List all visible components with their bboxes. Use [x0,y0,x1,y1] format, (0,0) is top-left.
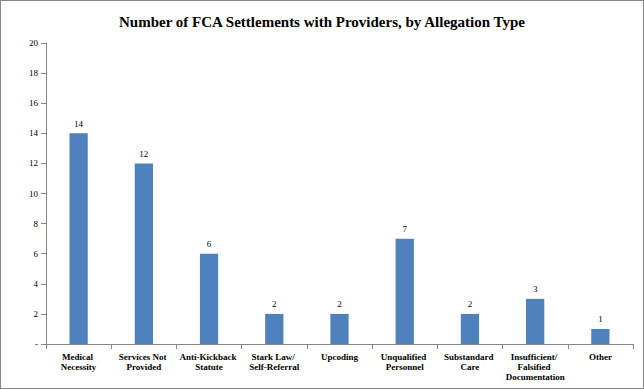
svg-text:Upcoding: Upcoding [321,352,359,362]
svg-text:Medical: Medical [62,352,95,362]
svg-text:20: 20 [29,38,39,48]
svg-text:7: 7 [402,224,407,234]
svg-text:Provided: Provided [126,362,161,372]
svg-text:Personnel: Personnel [386,362,424,372]
svg-text:12: 12 [139,149,148,159]
svg-text:6: 6 [207,239,212,249]
svg-text:Substandard: Substandard [444,352,496,362]
svg-text:Insufficient/: Insufficient/ [511,352,560,362]
svg-text:1: 1 [598,314,603,324]
svg-text:Other: Other [589,352,612,362]
svg-text:Stark Law/: Stark Law/ [252,352,298,362]
svg-text:Services Not: Services Not [119,352,169,362]
svg-text:Anti-Kickback: Anti-Kickback [179,352,238,362]
svg-text:4: 4 [34,279,39,289]
svg-text:Care: Care [461,362,480,372]
svg-text:14: 14 [29,128,39,138]
svg-text:10: 10 [29,189,39,199]
svg-text:Documentation: Documentation [506,372,565,382]
svg-text:2: 2 [468,299,473,309]
svg-text:2: 2 [34,309,39,319]
svg-text:Statute: Statute [195,362,223,372]
svg-text:Unqualified: Unqualified [381,352,429,362]
svg-text:Number of FCA Settlements with: Number of FCA Settlements with Providers… [119,14,525,30]
svg-text:2: 2 [272,299,277,309]
svg-text:14: 14 [74,119,84,129]
svg-text:Falsified: Falsified [518,362,553,372]
svg-text:16: 16 [29,98,39,108]
svg-text:2: 2 [337,299,342,309]
svg-text:12: 12 [29,158,38,168]
svg-text:6: 6 [34,249,39,259]
svg-text:Necessity: Necessity [61,362,97,372]
svg-text:8: 8 [34,219,39,229]
svg-text:Self-Referral: Self-Referral [249,362,299,372]
svg-text:18: 18 [29,68,39,78]
svg-text:3: 3 [533,284,538,294]
svg-text:-: - [35,339,38,349]
